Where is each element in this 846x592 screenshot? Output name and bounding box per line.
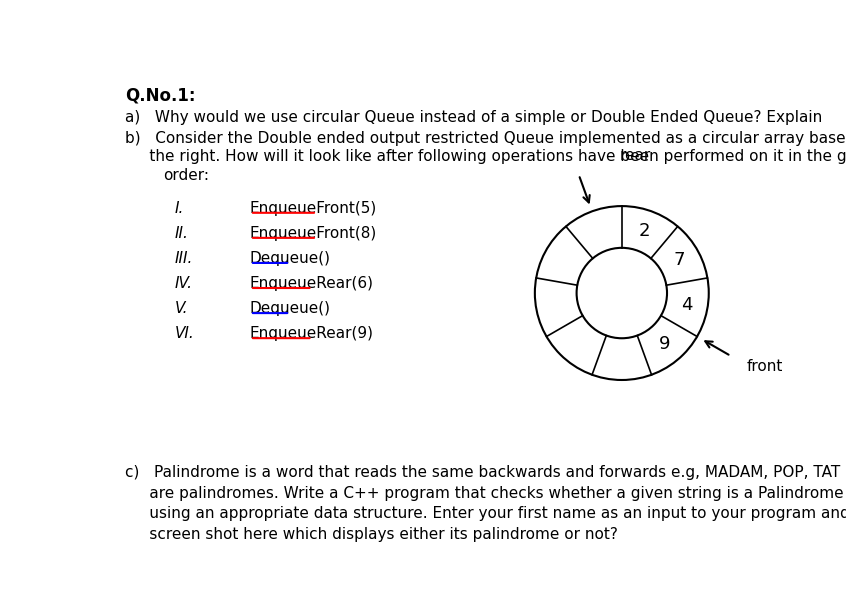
Text: Dequeue(): Dequeue() [250,301,331,316]
Text: Q.No.1:: Q.No.1: [125,87,196,105]
Text: 7: 7 [673,251,684,269]
Text: 4: 4 [681,295,693,314]
Text: EnqueueRear(6): EnqueueRear(6) [250,276,374,291]
Text: VI.: VI. [174,326,195,342]
Text: I.: I. [174,201,184,216]
Text: II.: II. [174,226,189,241]
Text: Dequeue(): Dequeue() [250,251,331,266]
Text: EnqueueFront(5): EnqueueFront(5) [250,201,377,216]
Text: the right. How will it look like after following operations have been performed : the right. How will it look like after f… [125,149,846,165]
Text: 2: 2 [639,222,651,240]
Text: 9: 9 [658,334,670,353]
Text: front: front [747,359,783,374]
Text: screen shot here which displays either its palindrome or not?: screen shot here which displays either i… [125,527,618,542]
Text: rear: rear [619,148,651,163]
Text: c)   Palindrome is a word that reads the same backwards and forwards e.g, MADAM,: c) Palindrome is a word that reads the s… [125,465,846,480]
Text: III.: III. [174,251,193,266]
Text: using an appropriate data structure. Enter your first name as an input to your p: using an appropriate data structure. Ent… [125,506,846,522]
Text: are palindromes. Write a C++ program that checks whether a given string is a Pal: are palindromes. Write a C++ program tha… [125,486,846,501]
Text: V.: V. [174,301,188,316]
Text: IV.: IV. [174,276,193,291]
Text: b)   Consider the Double ended output restricted Queue implemented as a circular: b) Consider the Double ended output rest… [125,131,846,146]
Text: EnqueueRear(9): EnqueueRear(9) [250,326,374,342]
Text: a)   Why would we use circular Queue instead of a simple or Double Ended Queue? : a) Why would we use circular Queue inste… [125,110,822,125]
Text: EnqueueFront(8): EnqueueFront(8) [250,226,377,241]
Text: order:: order: [163,168,210,183]
